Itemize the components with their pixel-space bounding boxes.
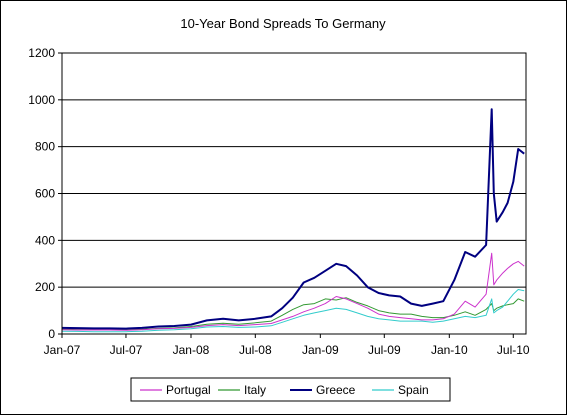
x-tick-label: Jan-07 (44, 343, 81, 357)
x-axis-ticks: Jan-07 Jul-07 Jan-08 Jul-08 Jan-09 Jul-09 Jan-… (44, 334, 530, 357)
legend-label-italy: Italy (244, 383, 266, 397)
x-tick-label: Jan-08 (173, 343, 210, 357)
chart-title: 10-Year Bond Spreads To Germany (180, 16, 386, 31)
y-tick-label: 1200 (28, 46, 55, 60)
y-tick-label: 0 (48, 327, 55, 341)
x-tick-label: Jul-07 (110, 343, 143, 357)
x-tick-label: Jul-09 (368, 343, 401, 357)
x-tick-label: Jul-08 (239, 343, 272, 357)
y-tick-label: 800 (35, 140, 55, 154)
legend: Portugal Italy Greece Spain (130, 377, 451, 402)
series-lines (61, 108, 525, 333)
y-tick-label: 400 (35, 233, 55, 247)
y-axis-ticks: 0 200 400 600 800 1000 1200 (28, 46, 62, 341)
legend-label-greece: Greece (316, 383, 356, 397)
plot-area-border (61, 52, 527, 335)
y-tick-label: 200 (35, 280, 55, 294)
y-tick-label: 1000 (28, 93, 55, 107)
series-line-portugal (61, 252, 525, 331)
y-tick-label: 600 (35, 187, 55, 201)
x-tick-label: Jul-10 (497, 343, 530, 357)
x-tick-label: Jan-09 (302, 343, 339, 357)
series-line-greece (61, 108, 525, 330)
legend-label-spain: Spain (398, 383, 429, 397)
series-line-spain (61, 289, 525, 333)
x-tick-label: Jan-10 (431, 343, 468, 357)
gridlines (62, 52, 526, 288)
legend-label-portugal: Portugal (166, 383, 211, 397)
